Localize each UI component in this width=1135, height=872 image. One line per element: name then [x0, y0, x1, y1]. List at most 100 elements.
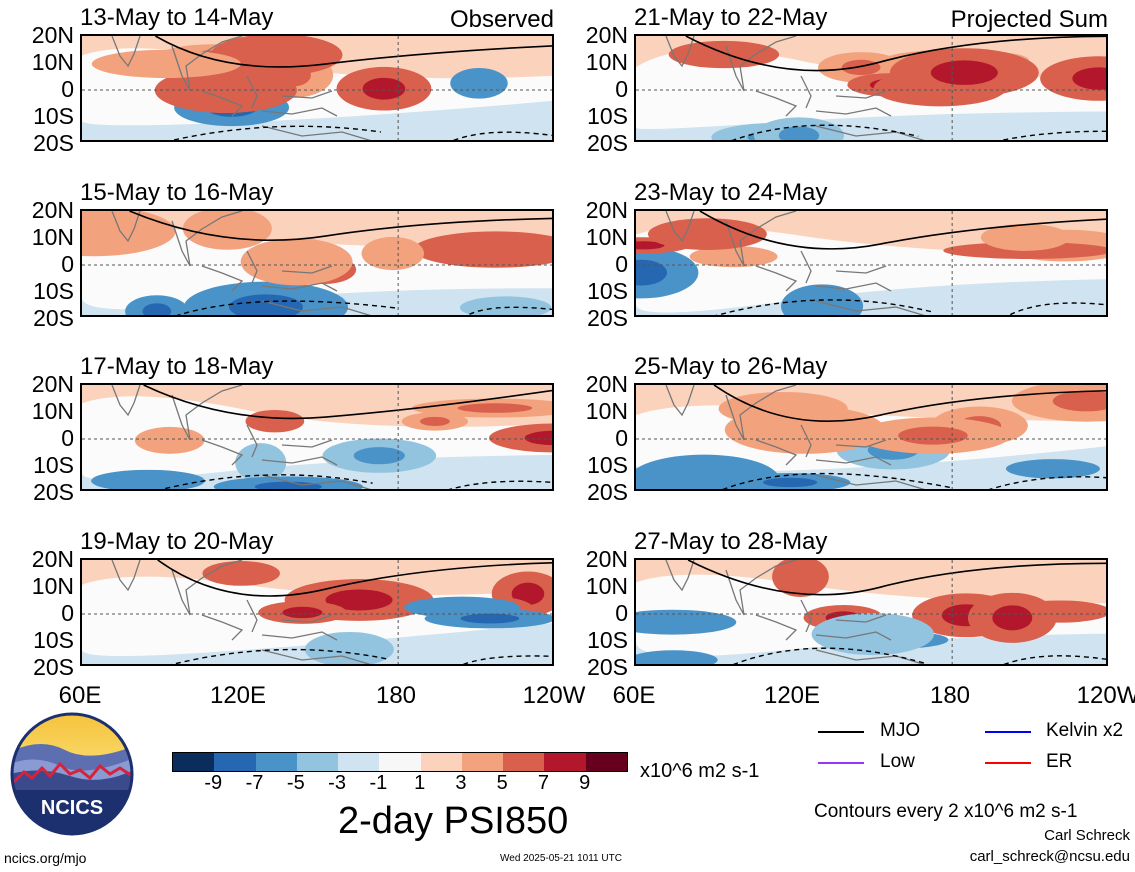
- lat-label: 10S: [587, 627, 628, 653]
- legend-er-line: [985, 762, 1031, 764]
- lat-label: 20S: [587, 305, 628, 331]
- colorbar-swatch: [544, 753, 586, 771]
- lat-label: 20S: [587, 654, 628, 680]
- lat-label: 0: [61, 425, 74, 451]
- legend-er-label: ER: [1046, 751, 1073, 772]
- lat-label: 10S: [33, 452, 74, 478]
- lat-label: 10N: [585, 224, 628, 250]
- panel-title: 27-May to 28-May: [634, 528, 828, 555]
- lat-label: 10N: [585, 573, 628, 599]
- legend-low-line: [818, 762, 864, 764]
- legend-kelvin-line: [985, 731, 1031, 733]
- colorbar-tick-label: -3: [328, 772, 346, 794]
- ncics-logo: NCICS: [10, 712, 134, 836]
- colorbar-swatch: [503, 753, 545, 771]
- lat-label: 10N: [31, 573, 74, 599]
- lat-label: 10S: [587, 278, 628, 304]
- lat-label: 10S: [587, 452, 628, 478]
- colorbar-tick-label: 7: [537, 772, 550, 794]
- lon-label: 60E: [612, 682, 656, 709]
- map-panel: [80, 558, 554, 666]
- lat-label: 10S: [33, 278, 74, 304]
- colorbar-swatch: [338, 753, 380, 771]
- colorbar-swatch: [255, 753, 297, 771]
- site-link[interactable]: ncics.org/mjo: [4, 850, 87, 866]
- colorbar-swatch: [585, 753, 627, 771]
- legend-mjo-line: [818, 731, 864, 733]
- lat-label: 10S: [33, 627, 74, 653]
- panel-title: 13-May to 14-May: [80, 4, 274, 31]
- lat-label: 0: [61, 76, 74, 102]
- lat-label: 0: [615, 76, 628, 102]
- lat-label: 10N: [585, 398, 628, 424]
- lat-label: 20S: [587, 130, 628, 156]
- lat-label: 10N: [31, 49, 74, 75]
- legend-mjo-label: MJO: [880, 720, 921, 741]
- colorbar-tick-label: -1: [369, 772, 388, 794]
- panel-title: 15-May to 16-May: [80, 179, 274, 206]
- lat-label: 20S: [587, 479, 628, 505]
- lat-label: 10S: [33, 103, 74, 129]
- colorbar-tick-label: 1: [414, 772, 426, 794]
- lat-label: 10N: [31, 224, 74, 250]
- lon-label: 120E: [763, 682, 821, 709]
- lat-label: 0: [615, 251, 628, 277]
- lat-label: 0: [61, 251, 74, 277]
- contour-note: Contours every 2 x10^6 m2 s-1: [814, 801, 1078, 822]
- colorbar-tick-label: 9: [579, 772, 591, 794]
- colorbar-tick-label: 5: [496, 772, 508, 794]
- colorbar-tick-label: -7: [245, 772, 264, 794]
- lat-label: 10N: [31, 398, 74, 424]
- lon-label: 120W: [522, 682, 586, 709]
- lat-label: 20N: [585, 22, 628, 48]
- panel-title: 23-May to 24-May: [634, 179, 828, 206]
- colorbar-units: x10^6 m2 s-1: [640, 760, 760, 782]
- author-name: Carl Schreck: [1044, 827, 1130, 844]
- lon-label: 120E: [209, 682, 267, 709]
- legend-kelvin-label: Kelvin x2: [1046, 720, 1124, 741]
- colorbar-swatch: [461, 753, 504, 771]
- lat-label: 0: [615, 425, 628, 451]
- map-panel: [80, 383, 554, 491]
- lon-label: 180: [929, 682, 971, 709]
- panel-tag: Observed: [449, 6, 554, 33]
- lon-label: 120W: [1076, 682, 1135, 709]
- map-panel: [634, 209, 1108, 317]
- logo-text: NCICS: [41, 797, 103, 819]
- lat-label: 10S: [587, 103, 628, 129]
- map-panel: [634, 383, 1108, 491]
- lat-label: 20N: [31, 371, 74, 397]
- author-email[interactable]: carl_schreck@ncsu.edu: [969, 848, 1130, 865]
- legend-low-label: Low: [880, 751, 915, 772]
- lat-label: 20N: [31, 197, 74, 223]
- map-panel: [634, 34, 1108, 142]
- colorbar-tick-label: -5: [286, 772, 305, 794]
- colorbar-swatch: [214, 753, 256, 771]
- colorbar-tick-label: -9: [204, 772, 223, 794]
- timestamp: Wed 2025-05-21 1011 UTC: [500, 853, 622, 864]
- colorbar-swatch: [420, 753, 462, 771]
- lat-label: 0: [61, 600, 74, 626]
- lat-label: 20N: [31, 546, 74, 572]
- panel-title: 25-May to 26-May: [634, 353, 828, 380]
- lon-label: 60E: [58, 682, 102, 709]
- map-panel: [80, 209, 554, 317]
- map-panel: [80, 34, 554, 142]
- panel-title: 19-May to 20-May: [80, 528, 274, 555]
- panel-title: 21-May to 22-May: [634, 4, 828, 31]
- colorbar-swatch: [296, 753, 339, 771]
- colorbar-swatch: [173, 753, 215, 771]
- lat-label: 20S: [33, 479, 74, 505]
- lat-label: 10N: [585, 49, 628, 75]
- lat-label: 20N: [585, 546, 628, 572]
- colorbar-tick-label: 3: [455, 772, 467, 794]
- colorbar: [172, 752, 628, 772]
- lat-label: 20N: [585, 197, 628, 223]
- panel-title: 17-May to 18-May: [80, 353, 274, 380]
- lat-label: 20N: [585, 371, 628, 397]
- panel-tag: Projected Sum: [950, 6, 1108, 33]
- lon-label: 180: [375, 682, 417, 709]
- lat-label: 0: [615, 600, 628, 626]
- colorbar-swatch: [379, 753, 421, 771]
- lat-label: 20S: [33, 654, 74, 680]
